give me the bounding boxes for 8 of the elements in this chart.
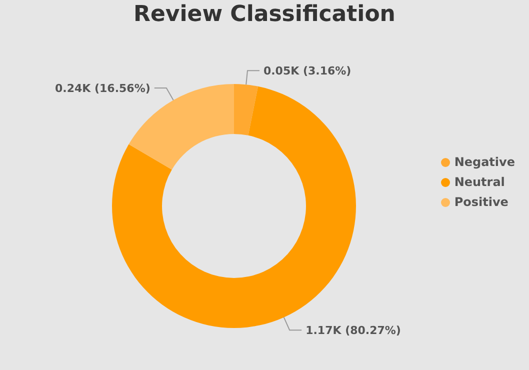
legend-label: Negative [454, 155, 515, 169]
data-label: 0.24K (16.56%) [55, 82, 150, 95]
legend-label: Neutral [454, 175, 505, 189]
chart-title: Review Classification [132, 2, 396, 27]
legend-label: Positive [454, 195, 508, 209]
data-label: 0.05K (3.16%) [263, 64, 352, 78]
donut-slice [234, 84, 258, 136]
data-label: 1.17K (80.27%) [306, 324, 401, 338]
